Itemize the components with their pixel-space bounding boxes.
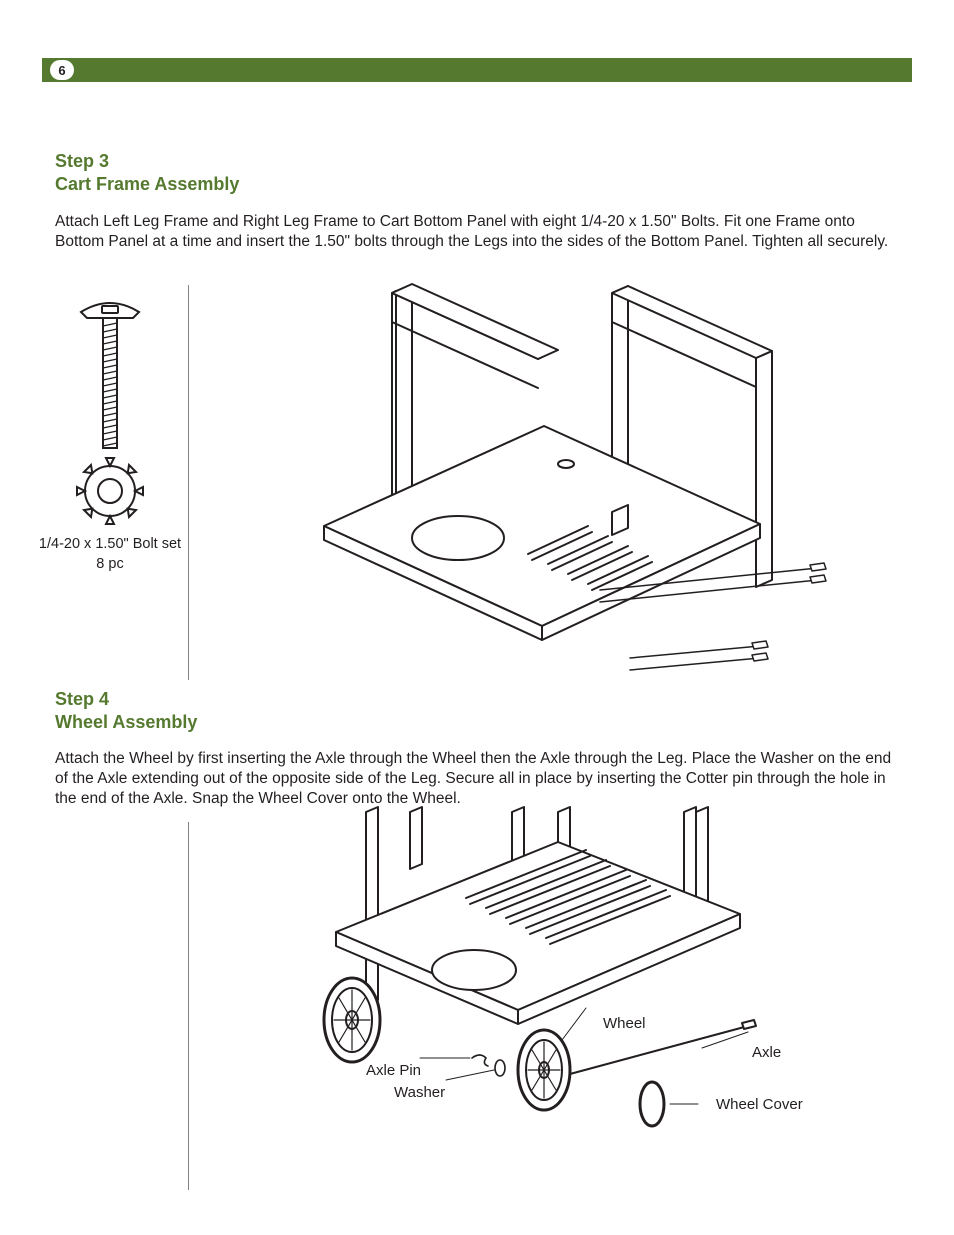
label-wheel-cover: Wheel Cover (716, 1096, 803, 1113)
step4-heading: Step 4 Wheel Assembly (55, 688, 197, 733)
step3-heading: Step 3 Cart Frame Assembly (55, 150, 239, 195)
header-bar (42, 58, 912, 82)
step4-body: Attach the Wheel by first inserting the … (55, 749, 903, 809)
step3-label: Step 3 (55, 151, 109, 171)
label-wheel: Wheel (603, 1015, 646, 1032)
bolt-icon (75, 296, 145, 526)
step4-divider (188, 822, 189, 1190)
wheel-assembly-diagram (300, 822, 860, 1197)
label-axle: Axle (752, 1044, 781, 1061)
cart-frame-diagram (270, 268, 850, 688)
step3-body: Attach Left Leg Frame and Right Leg Fram… (55, 212, 903, 252)
label-axle-pin: Axle Pin (366, 1062, 421, 1079)
bolt-caption-line1: 1/4-20 x 1.50" Bolt set (39, 536, 181, 552)
step4-label: Step 4 (55, 689, 109, 709)
bolt-caption: 1/4-20 x 1.50" Bolt set 8 pc (38, 535, 182, 574)
bolt-caption-line2: 8 pc (96, 556, 123, 572)
step3-divider (188, 285, 189, 680)
step3-title: Cart Frame Assembly (55, 174, 239, 194)
step4-title: Wheel Assembly (55, 712, 197, 732)
page-number-badge: 6 (50, 60, 74, 80)
label-washer: Washer (394, 1084, 445, 1101)
page-number: 6 (58, 63, 65, 78)
